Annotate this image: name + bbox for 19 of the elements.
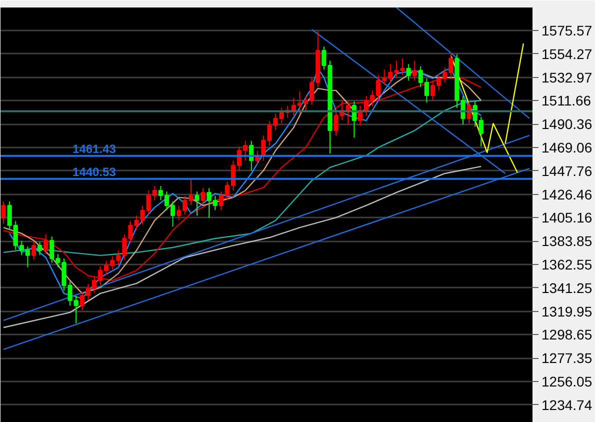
y-tick-label: 1575.57 (542, 22, 592, 38)
y-tick-label: 1490.36 (542, 116, 592, 132)
y-tick-label: 1277.35 (542, 350, 592, 366)
y-tick-label: 1532.97 (542, 69, 592, 86)
y-tick-label: 1405.16 (542, 210, 592, 226)
y-tick-label: 1383.85 (542, 233, 592, 250)
y-tick-label: 1362.55 (542, 256, 592, 272)
y-tick-label: 1341.25 (542, 280, 592, 296)
y-tick-label: 1469.06 (542, 139, 592, 156)
ref-line-label: 1440.53 (72, 164, 116, 179)
y-tick-label: 1447.76 (542, 162, 592, 179)
y-tick-label: 1256.05 (542, 373, 592, 390)
ref-line-label: 1461.43 (72, 142, 116, 156)
y-tick-label: 1426.46 (542, 186, 592, 202)
y-tick-label: 1319.95 (542, 303, 592, 320)
y-tick-label: 1298.65 (542, 326, 592, 343)
y-tick-label: 1554.27 (542, 46, 592, 62)
y-tick-label: 1234.74 (542, 396, 592, 413)
y-tick-label: 1511.66 (542, 92, 592, 109)
